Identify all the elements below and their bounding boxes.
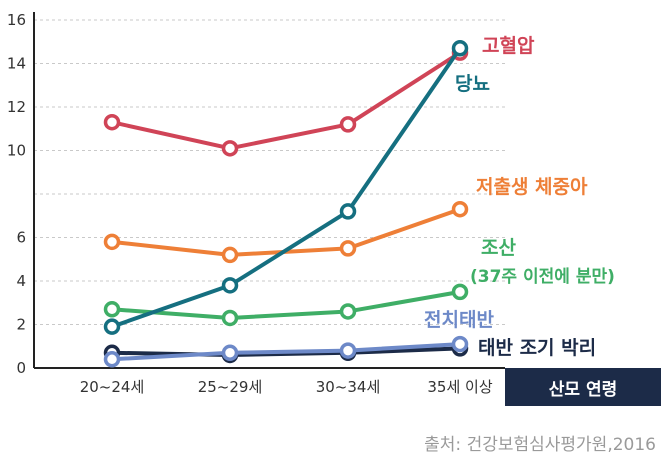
data-point (339, 116, 357, 133)
series-label-5: 태반 조기 박리 (478, 337, 596, 359)
gridlines (34, 19, 505, 325)
y-tick-label: 16 (7, 11, 26, 29)
series-line-4 (111, 342, 461, 362)
data-point (103, 301, 121, 318)
data-point (451, 335, 469, 353)
data-point (339, 303, 357, 320)
y-axis-ticks: 0 2 4 6 10 12 14 16 (7, 11, 26, 377)
data-point (103, 351, 121, 368)
series-line-3 (111, 289, 461, 320)
y-tick-label: 14 (7, 55, 26, 73)
series-line-5 (111, 346, 461, 357)
series-label-2: 저출생 체중아 (476, 176, 588, 198)
y-tick-label: 0 (16, 359, 26, 377)
series-sublabel-3: (37주 이전에 분만) (470, 267, 615, 287)
y-tick-label: 4 (16, 272, 26, 290)
data-point (103, 318, 121, 335)
y-tick-label: 6 (16, 229, 26, 247)
x-tick-label: 25~29세 (198, 378, 263, 396)
data-point (221, 309, 239, 327)
series-label-3: 조산 (481, 237, 516, 259)
data-point (221, 140, 239, 157)
y-tick-label: 12 (7, 98, 26, 116)
data-point (221, 277, 239, 294)
data-point (451, 200, 469, 218)
series-line-2 (111, 207, 461, 257)
x-tick-label: 35세 이상 (427, 378, 492, 396)
data-point (221, 246, 239, 264)
series-line-0 (111, 50, 462, 151)
data-point (339, 240, 357, 257)
data-point (339, 203, 357, 220)
x-tick-label: 30~34세 (316, 378, 381, 396)
data-point (103, 233, 121, 251)
x-axis-title: 산모 연령 (505, 368, 661, 406)
source-note: 출처: 건강보험심사평가원,2016 (424, 435, 656, 455)
x-axis-ticks: 20~24세 25~29세 30~34세 35세 이상 (80, 378, 493, 396)
series-label-0: 고혈압 (482, 34, 535, 57)
data-point (103, 113, 121, 131)
y-tick-label: 10 (7, 142, 26, 160)
x-tick-label: 20~24세 (80, 378, 145, 396)
series-label-4: 전치태반 (424, 309, 494, 331)
data-point (451, 283, 469, 301)
y-tick-label: 2 (16, 316, 26, 334)
data-point (339, 342, 357, 359)
series-line-1 (111, 47, 462, 329)
data-point (221, 344, 239, 362)
data-point (451, 40, 469, 57)
series-group (103, 40, 469, 368)
series-label-1: 당뇨 (455, 73, 490, 95)
